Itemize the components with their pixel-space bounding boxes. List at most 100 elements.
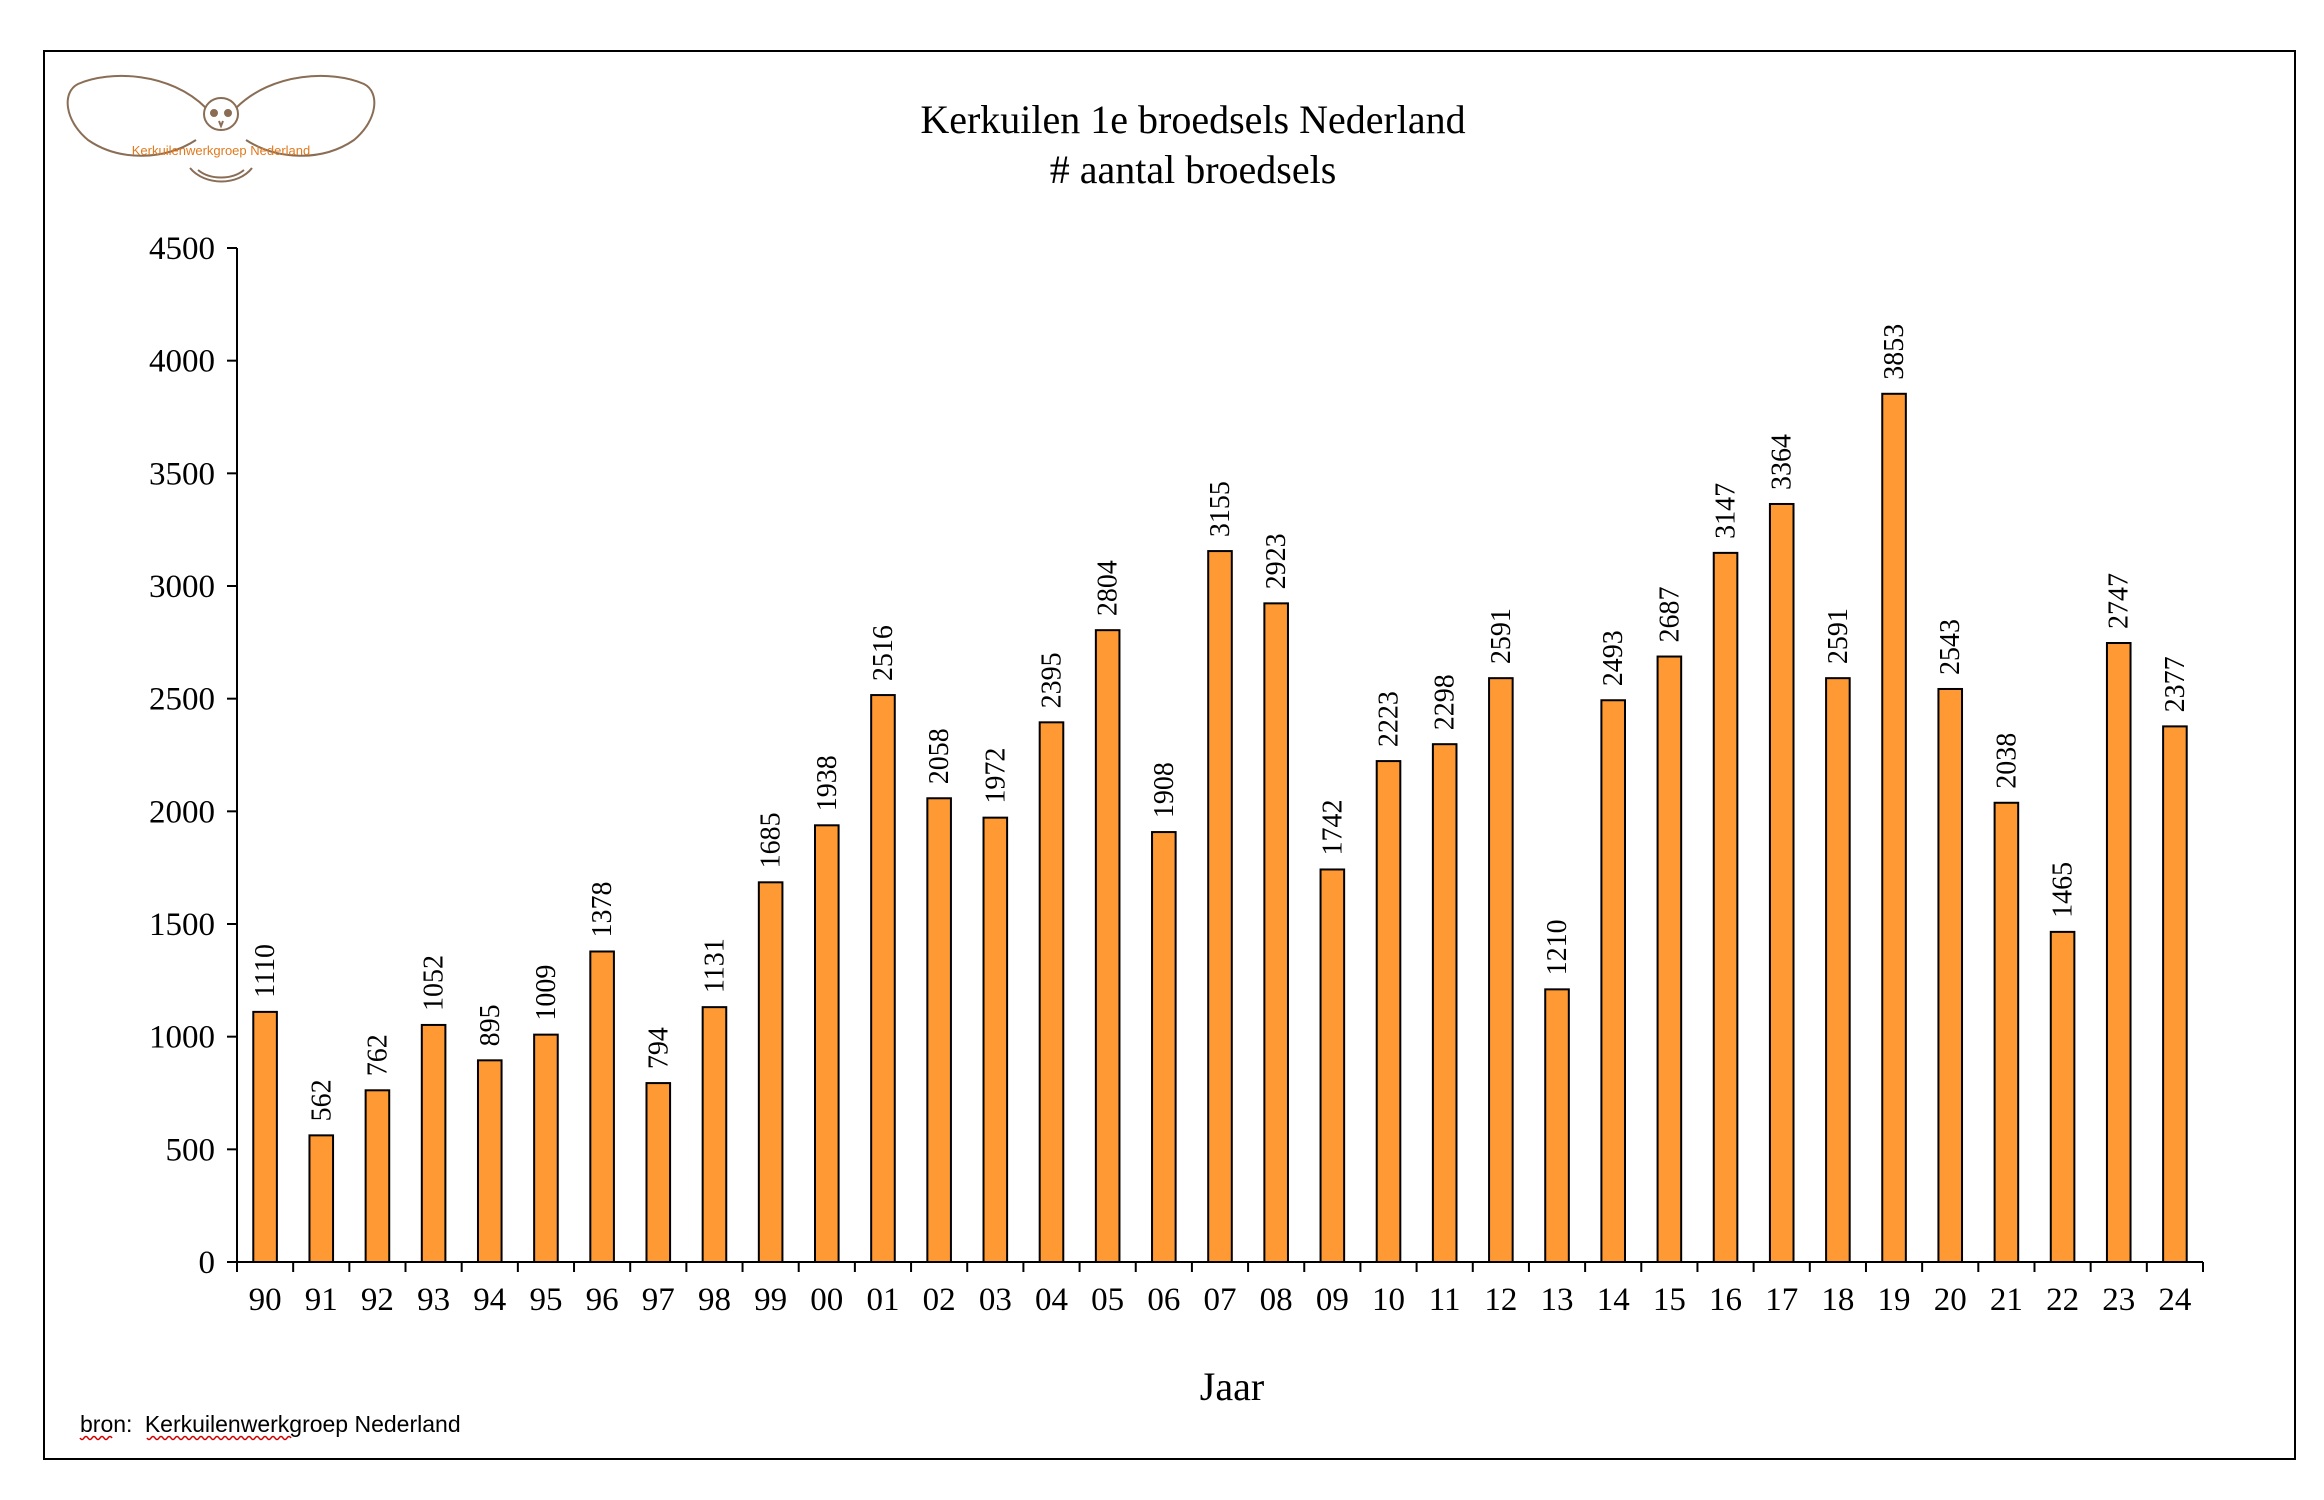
x-ticks: 90 91 92 93 94 95 96 97 98 99 00 01 02 03 04 05 06 07 08 09… xyxy=(236,1262,2204,1318)
data-label-02: 2058 xyxy=(924,728,955,784)
data-label-10: 2223 xyxy=(1374,691,1405,747)
data-label-24: 2377 xyxy=(2160,656,2191,712)
bar-06 xyxy=(1151,831,1177,1264)
data-label-97: 794 xyxy=(643,1027,674,1069)
bar-91 xyxy=(308,1134,335,1264)
data-labels: 1110 562 762 1052 895 1009 1378 794 1131 1685 1938… xyxy=(250,324,2191,1122)
bar-09 xyxy=(1319,868,1346,1264)
bar-00 xyxy=(814,824,840,1264)
x-tick-label: 90 xyxy=(249,1282,282,1318)
bar-16 xyxy=(1712,551,1739,1263)
y-tick-label: 3000 xyxy=(149,569,215,605)
x-tick-label: 98 xyxy=(698,1282,731,1318)
logo-text: Kerkuilenwerkgroep Nederland xyxy=(132,143,311,158)
x-tick-label: 21 xyxy=(1990,1282,2023,1318)
y-tick-label: 1000 xyxy=(149,1020,215,1056)
y-tick-label: 0 xyxy=(199,1245,216,1281)
x-tick-label: 17 xyxy=(1765,1282,1798,1318)
x-tick-label: 99 xyxy=(754,1282,787,1318)
bar-11 xyxy=(1431,743,1458,1263)
bar-15 xyxy=(1656,655,1683,1263)
bar-10 xyxy=(1375,760,1402,1263)
x-tick-label: 19 xyxy=(1878,1282,1911,1318)
x-tick-label: 13 xyxy=(1541,1282,1574,1318)
spellcheck-underline xyxy=(146,1435,292,1441)
data-label-08: 2923 xyxy=(1261,533,1292,589)
x-tick-label: 24 xyxy=(2158,1282,2191,1318)
data-label-18: 2591 xyxy=(1823,608,1854,664)
data-label-07: 3155 xyxy=(1205,481,1236,537)
data-label-21: 2038 xyxy=(1991,733,2022,789)
x-tick-label: 16 xyxy=(1709,1282,1742,1318)
bar-05 xyxy=(1094,629,1121,1263)
x-tick-label: 23 xyxy=(2102,1282,2135,1318)
x-tick-label: 20 xyxy=(1934,1282,1967,1318)
y-tick-label: 2500 xyxy=(149,682,215,718)
bar-17 xyxy=(1768,502,1795,1264)
x-tick-label: 08 xyxy=(1260,1282,1293,1318)
data-label-94: 895 xyxy=(475,1004,506,1046)
data-label-14: 2493 xyxy=(1598,630,1629,686)
bar-20 xyxy=(1937,687,1964,1263)
data-label-23: 2747 xyxy=(2104,573,2135,629)
bar-18 xyxy=(1825,677,1851,1263)
data-label-99: 1685 xyxy=(756,812,787,868)
bar-21 xyxy=(1993,801,2020,1264)
chart-frame xyxy=(43,50,2296,1460)
bar-93 xyxy=(420,1023,447,1263)
bars xyxy=(252,392,2188,1264)
data-label-11: 2298 xyxy=(1430,674,1461,730)
x-tick-label: 10 xyxy=(1372,1282,1405,1318)
data-label-15: 2687 xyxy=(1654,587,1685,643)
data-label-16: 3147 xyxy=(1711,483,1742,539)
spellcheck-underline xyxy=(79,1435,113,1441)
x-tick-label: 09 xyxy=(1316,1282,1349,1318)
x-tick-label: 00 xyxy=(810,1282,843,1318)
bar-03 xyxy=(982,816,1009,1263)
bar-92 xyxy=(364,1089,391,1264)
chart-subtitle: # aantal broedsels xyxy=(1050,147,1337,192)
data-label-17: 3364 xyxy=(1767,434,1798,490)
x-tick-label: 04 xyxy=(1035,1282,1068,1318)
data-label-90: 1110 xyxy=(250,944,281,998)
x-tick-label: 07 xyxy=(1204,1282,1237,1318)
source-name: Kerkuilenwerkgroep Nederland xyxy=(145,1411,461,1437)
data-label-04: 2395 xyxy=(1036,652,1067,708)
data-label-00: 1938 xyxy=(812,755,843,811)
bar-07 xyxy=(1207,550,1233,1263)
x-tick-label: 11 xyxy=(1429,1282,1461,1318)
x-tick-label: 22 xyxy=(2046,1282,2079,1318)
y-tick-label: 3500 xyxy=(149,456,215,492)
bar-24 xyxy=(2162,725,2188,1263)
bar-19 xyxy=(1881,392,1907,1264)
owl-icon xyxy=(66,74,376,183)
source-prefix: bron: xyxy=(80,1411,132,1437)
bar-14 xyxy=(1600,699,1626,1263)
bar-22 xyxy=(2049,930,2076,1263)
y-tick-label: 500 xyxy=(166,1132,216,1168)
data-label-19: 3853 xyxy=(1879,324,1910,380)
y-tick-label: 2000 xyxy=(149,794,215,830)
bar-13 xyxy=(1544,988,1570,1263)
x-tick-label: 06 xyxy=(1147,1282,1180,1318)
x-tick-label: 92 xyxy=(361,1282,394,1318)
bar-01 xyxy=(870,694,896,1263)
data-label-13: 1210 xyxy=(1542,919,1573,975)
x-tick-label: 14 xyxy=(1597,1282,1630,1318)
bar-97 xyxy=(645,1082,672,1263)
y-tick-label: 1500 xyxy=(149,907,215,943)
data-label-22: 1465 xyxy=(2048,862,2079,918)
data-label-92: 762 xyxy=(362,1034,393,1076)
bar-23 xyxy=(2105,642,2132,1263)
data-label-96: 1378 xyxy=(587,881,618,937)
x-tick-label: 96 xyxy=(586,1282,619,1318)
data-label-01: 2516 xyxy=(868,625,899,681)
y-tick-label: 4500 xyxy=(149,231,215,267)
bar-02 xyxy=(926,797,952,1263)
chart-title: Kerkuilen 1e broedsels Nederland xyxy=(920,97,1465,142)
x-tick-label: 95 xyxy=(529,1282,562,1318)
bar-99 xyxy=(757,881,784,1264)
x-tick-label: 12 xyxy=(1484,1282,1517,1318)
bar-95 xyxy=(533,1033,559,1263)
